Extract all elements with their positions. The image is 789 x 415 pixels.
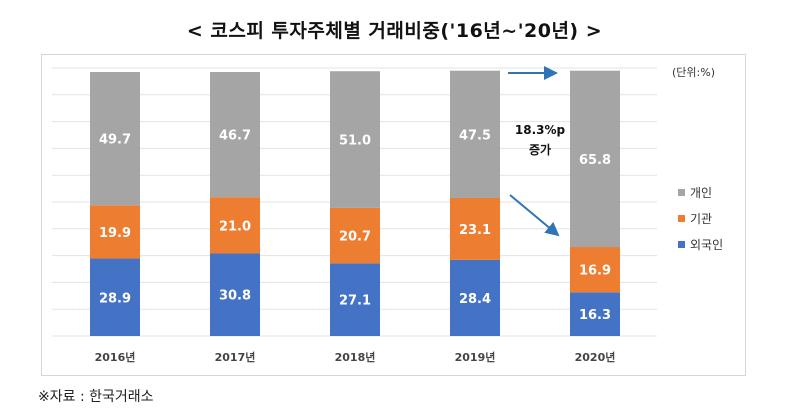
annotation-arrows xyxy=(508,66,560,237)
bar-segment xyxy=(570,70,620,248)
data-label: 65.8 xyxy=(579,153,611,168)
x-tick-label: 2020년 xyxy=(575,350,616,364)
x-tick-labels: 2016년 2017년 2018년 2019년 2020년 xyxy=(95,350,616,364)
bar-segment xyxy=(210,197,260,254)
bars xyxy=(90,70,620,336)
data-label: 28.9 xyxy=(99,291,131,306)
x-tick-label: 2017년 xyxy=(215,350,256,364)
data-label: 30.8 xyxy=(219,289,251,304)
annotation-line-1: 18.3%p xyxy=(514,123,566,137)
legend-label: 외국인 xyxy=(690,238,724,252)
data-label: 46.7 xyxy=(219,129,251,144)
data-label: 28.4 xyxy=(459,292,491,307)
bar-segment xyxy=(330,71,380,208)
data-labels: 28.9 19.9 49.7 30.8 21.0 46.7 27.1 20.7 51.0 28.4… xyxy=(99,128,611,323)
x-tick-label: 2019년 xyxy=(455,350,496,364)
data-label: 51.0 xyxy=(339,134,371,149)
bar-segment xyxy=(330,207,380,264)
source-note: ※자료 : 한국거래소 xyxy=(38,389,154,405)
bar-segment xyxy=(570,292,620,336)
bar-segment xyxy=(570,247,620,293)
legend-swatch xyxy=(678,189,685,196)
arrow-down xyxy=(509,194,560,237)
x-tick-label: 2016년 xyxy=(95,350,136,364)
legend-swatch xyxy=(678,215,685,222)
bar-segment xyxy=(90,205,140,259)
data-label: 20.7 xyxy=(339,230,371,245)
data-label: 16.3 xyxy=(579,308,611,323)
data-label: 16.9 xyxy=(579,264,611,279)
data-label: 21.0 xyxy=(219,219,251,234)
legend-label: 기관 xyxy=(690,212,713,226)
legend-label: 개인 xyxy=(690,186,713,200)
bar-segment xyxy=(450,197,500,260)
legend-item-institution: 기관 xyxy=(678,210,712,227)
bar-segment xyxy=(210,253,260,336)
stacked-bar-chart: 28.9 19.9 49.7 30.8 21.0 46.7 27.1 20.7 51.0 28.4… xyxy=(52,66,657,364)
x-tick-label: 2018년 xyxy=(335,350,376,364)
chart-area: 28.9 19.9 49.7 30.8 21.0 46.7 27.1 20.7 51.0 28.4… xyxy=(41,54,746,376)
data-label: 49.7 xyxy=(99,133,131,148)
bar-segment xyxy=(450,70,500,198)
legend-item-individual: 개인 xyxy=(678,184,712,201)
data-label: 47.5 xyxy=(459,128,491,143)
bar-segment xyxy=(450,259,500,336)
data-label: 19.9 xyxy=(99,226,131,241)
annotation-line-2: 증가 xyxy=(528,143,552,157)
legend-item-foreigner: 외국인 xyxy=(678,236,723,253)
bar-segment xyxy=(90,72,140,206)
data-label: 23.1 xyxy=(459,223,491,238)
chart-title: < 코스피 투자주체별 거래비중('16년~'20년) > xyxy=(186,20,603,42)
annotation-text: 18.3%p 증가 xyxy=(500,120,580,160)
unit-label: (단위:%) xyxy=(672,66,715,79)
bar-segment xyxy=(210,72,260,198)
bar-segment xyxy=(90,258,140,336)
bar-segment xyxy=(330,263,380,336)
legend-swatch xyxy=(678,241,685,248)
data-label: 27.1 xyxy=(339,294,371,309)
